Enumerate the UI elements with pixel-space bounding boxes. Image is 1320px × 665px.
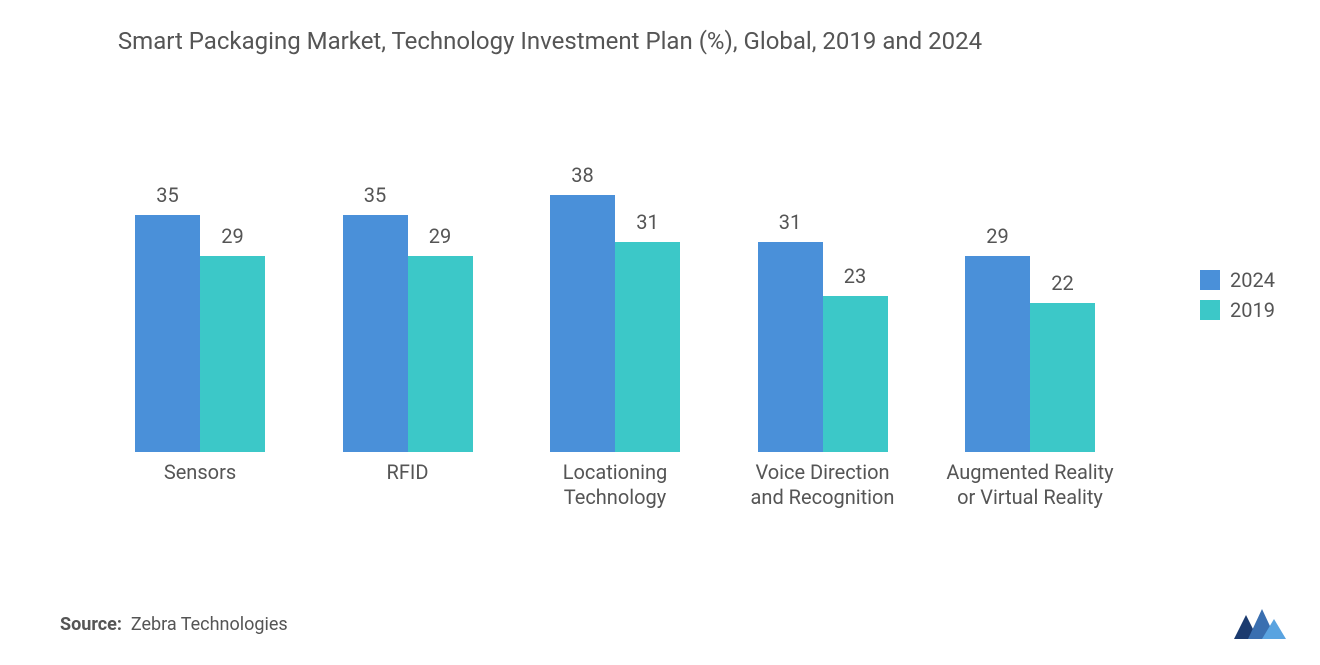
bar: 29 [965,256,1030,452]
brand-logo-icon [1232,605,1288,641]
bar-value-label: 35 [135,183,200,207]
bar-value-label: 23 [823,264,888,288]
bar-group: 3123 [738,242,908,452]
bar: 29 [408,256,473,452]
bar: 38 [550,195,615,452]
bar-group: 2922 [945,256,1115,452]
legend-swatch [1200,300,1220,320]
legend: 2024 2019 [1200,268,1275,328]
chart-container: Smart Packaging Market, Technology Inves… [0,0,1320,665]
bar-value-label: 22 [1030,271,1095,295]
legend-label: 2024 [1230,268,1275,292]
bar-group: 3529 [115,215,285,452]
chart-title: Smart Packaging Market, Technology Inves… [0,25,1100,57]
bar-value-label: 38 [550,163,615,187]
x-axis-label: RFID [323,460,493,510]
legend-item: 2024 [1200,268,1275,292]
x-axis-label: Locationing Technology [530,460,700,510]
bar-value-label: 35 [343,183,408,207]
x-axis-label: Voice Direction and Recognition [738,460,908,510]
plot-area: 35293529383131232922 [115,195,1115,452]
source-prefix: Source: [60,614,122,635]
source-text: Zebra Technologies [131,614,288,635]
bar: 29 [200,256,265,452]
bar-value-label: 29 [408,224,473,248]
bar: 22 [1030,303,1095,452]
x-axis-label: Augmented Reality or Virtual Reality [945,460,1115,510]
legend-item: 2019 [1200,298,1275,322]
bar-value-label: 29 [200,224,265,248]
bar-group: 3831 [530,195,700,452]
x-axis-labels: Sensors RFID Locationing Technology Voice D… [115,460,1115,510]
bar-value-label: 29 [965,224,1030,248]
bar-value-label: 31 [758,210,823,234]
legend-swatch [1200,270,1220,290]
x-axis-label: Sensors [115,460,285,510]
bar: 35 [343,215,408,452]
bar-value-label: 31 [615,210,680,234]
source-citation: Source: Zebra Technologies [60,614,288,635]
bar: 35 [135,215,200,452]
bar-group: 3529 [323,215,493,452]
bar: 31 [615,242,680,452]
bar: 23 [823,296,888,452]
bar: 31 [758,242,823,452]
legend-label: 2019 [1230,298,1275,322]
